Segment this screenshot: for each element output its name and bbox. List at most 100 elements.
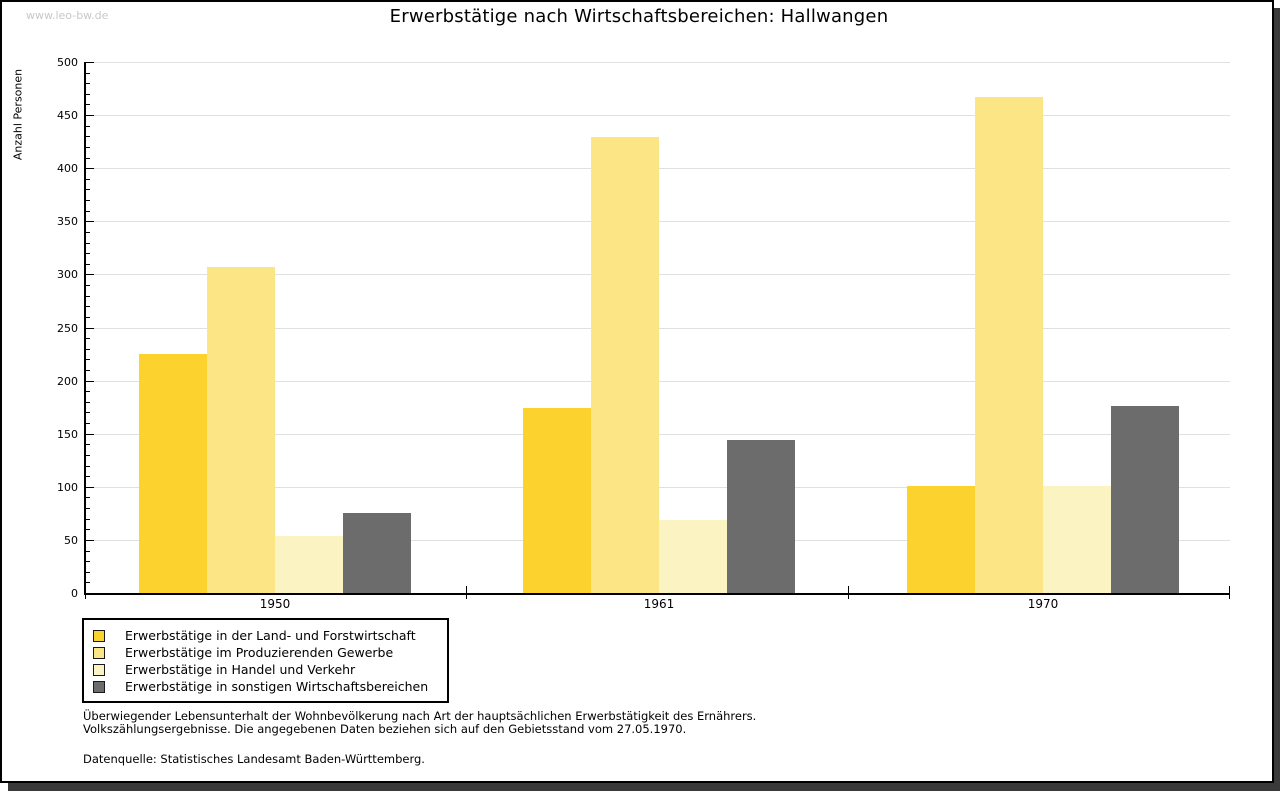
footnote-text: Überwiegender Lebensunterhalt der Wohnbe… bbox=[83, 710, 756, 736]
y-minor-tick bbox=[86, 93, 90, 95]
x-axis-line bbox=[84, 593, 1230, 595]
y-minor-tick bbox=[86, 189, 90, 191]
bar-1950-series-2 bbox=[207, 266, 275, 593]
y-minor-tick bbox=[86, 444, 90, 446]
legend-swatch-icon bbox=[93, 663, 105, 676]
legend-swatch-icon bbox=[93, 680, 105, 693]
y-minor-tick bbox=[86, 263, 90, 265]
y-minor-tick bbox=[86, 391, 90, 393]
legend: Erwerbstätige in der Land- und Forstwirt… bbox=[82, 618, 449, 703]
y-major-tick bbox=[86, 221, 94, 223]
legend-swatch-icon bbox=[93, 629, 105, 642]
y-minor-tick bbox=[86, 136, 90, 138]
y-minor-tick bbox=[86, 508, 90, 510]
y-tick-label: 150 bbox=[57, 427, 78, 441]
y-axis-line bbox=[84, 62, 86, 595]
y-tick-label: 100 bbox=[57, 480, 78, 494]
y-minor-tick bbox=[86, 465, 90, 467]
legend-label: Erwerbstätige in der Land- und Forstwirt… bbox=[125, 628, 416, 643]
y-minor-tick bbox=[86, 550, 90, 552]
y-tick-label: 400 bbox=[57, 162, 78, 176]
y-minor-tick bbox=[86, 285, 90, 287]
y-minor-tick bbox=[86, 295, 90, 297]
y-minor-tick bbox=[86, 369, 90, 371]
x-tick-label: 1970 bbox=[1027, 597, 1059, 611]
y-minor-tick bbox=[86, 231, 90, 233]
y-minor-tick bbox=[86, 306, 90, 308]
y-major-tick bbox=[86, 433, 94, 435]
y-minor-tick bbox=[86, 72, 90, 74]
y-minor-tick bbox=[86, 316, 90, 318]
x-tick-label: 1961 bbox=[643, 597, 675, 611]
x-boundary-tick bbox=[85, 586, 86, 599]
y-minor-tick bbox=[86, 423, 90, 425]
bar-1970-series-1 bbox=[907, 485, 975, 593]
y-tick-label: 0 bbox=[71, 587, 78, 600]
y-minor-tick bbox=[86, 83, 90, 85]
y-tick-label: 50 bbox=[64, 533, 78, 547]
y-major-tick bbox=[86, 380, 94, 382]
frame-shadow-right bbox=[1274, 8, 1280, 791]
y-minor-tick bbox=[86, 157, 90, 159]
y-minor-tick bbox=[86, 146, 90, 148]
y-tick-label: 250 bbox=[57, 321, 78, 335]
bar-1970-series-2 bbox=[975, 97, 1043, 593]
footnote-line-2: Volkszählungsergebnisse. Die angegebenen… bbox=[83, 722, 687, 736]
y-minor-tick bbox=[86, 338, 90, 340]
y-major-tick bbox=[86, 62, 94, 63]
y-tick-label: 200 bbox=[57, 374, 78, 388]
y-minor-tick bbox=[86, 348, 90, 350]
chart-title: Erwerbstätige nach Wirtschaftsbereichen:… bbox=[389, 6, 889, 27]
legend-item-1: Erwerbstätige in der Land- und Forstwirt… bbox=[92, 627, 439, 644]
data-source-text: Datenquelle: Statistisches Landesamt Bad… bbox=[83, 752, 425, 766]
y-minor-tick bbox=[86, 412, 90, 414]
y-minor-tick bbox=[86, 497, 90, 499]
y-minor-tick bbox=[86, 401, 90, 403]
y-minor-tick bbox=[86, 561, 90, 563]
y-major-tick bbox=[86, 486, 94, 488]
legend-label: Erwerbstätige in Handel und Verkehr bbox=[125, 662, 356, 677]
legend-swatch-icon bbox=[93, 646, 105, 659]
bar-1950-series-4 bbox=[343, 513, 411, 593]
y-minor-tick bbox=[86, 104, 90, 106]
legend-item-4: Erwerbstätige in sonstigen Wirtschaftsbe… bbox=[92, 678, 439, 695]
y-minor-tick bbox=[86, 359, 90, 361]
legend-label: Erwerbstätige im Produzierenden Gewerbe bbox=[125, 645, 394, 660]
y-minor-tick bbox=[86, 582, 90, 584]
watermark: www.leo-bw.de bbox=[26, 9, 109, 22]
y-minor-tick bbox=[86, 518, 90, 520]
legend-item-3: Erwerbstätige in Handel und Verkehr bbox=[92, 661, 439, 678]
bar-1961-series-3 bbox=[659, 519, 727, 593]
y-major-tick bbox=[86, 115, 94, 117]
y-minor-tick bbox=[86, 178, 90, 180]
y-major-tick bbox=[86, 274, 94, 276]
bar-1970-series-3 bbox=[1043, 485, 1111, 593]
y-minor-tick bbox=[86, 476, 90, 478]
bar-1961-series-2 bbox=[591, 137, 659, 593]
y-minor-tick bbox=[86, 253, 90, 255]
frame-shadow-bottom bbox=[8, 783, 1280, 791]
y-major-tick bbox=[86, 539, 94, 541]
x-boundary-tick bbox=[1229, 586, 1230, 599]
y-minor-tick bbox=[86, 454, 90, 456]
y-major-tick bbox=[86, 168, 94, 170]
legend-item-2: Erwerbstätige im Produzierenden Gewerbe bbox=[92, 644, 439, 661]
y-tick-label: 500 bbox=[57, 56, 78, 69]
bar-1970-series-4 bbox=[1111, 406, 1179, 593]
y-minor-tick bbox=[86, 242, 90, 244]
gridline bbox=[86, 115, 1230, 117]
footnote-line-1: Überwiegender Lebensunterhalt der Wohnbe… bbox=[83, 709, 757, 723]
y-minor-tick bbox=[86, 571, 90, 573]
y-tick-label: 300 bbox=[57, 268, 78, 282]
x-boundary-tick bbox=[466, 586, 468, 599]
y-minor-tick bbox=[86, 200, 90, 202]
x-boundary-tick bbox=[847, 586, 849, 599]
bar-1950-series-3 bbox=[275, 535, 343, 593]
bar-1961-series-1 bbox=[523, 408, 591, 593]
y-major-tick bbox=[86, 327, 94, 329]
x-tick-label: 1950 bbox=[259, 597, 291, 611]
y-minor-tick bbox=[86, 125, 90, 127]
